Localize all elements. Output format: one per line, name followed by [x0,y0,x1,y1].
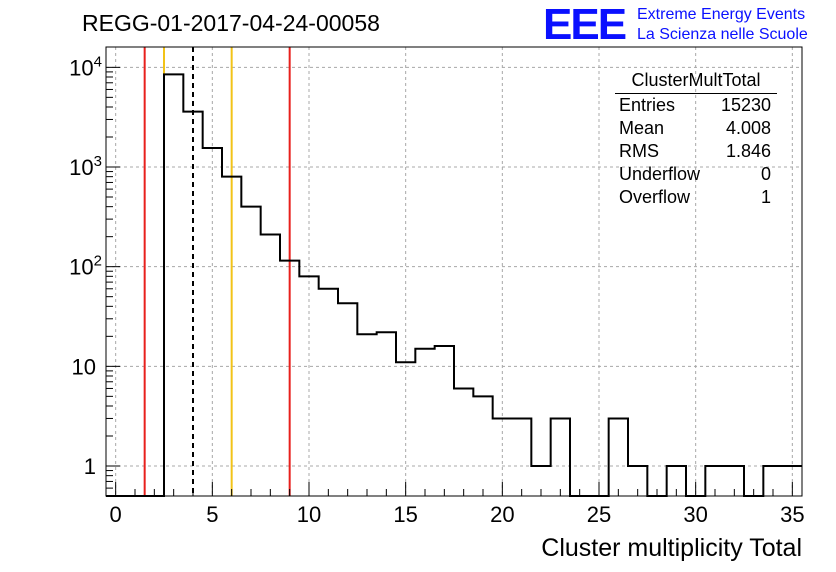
histogram-bin [299,276,318,496]
logo-line-2: La Scienza nelle Scuole [637,26,808,43]
y-tick-label: 10 [72,354,96,379]
histogram-bin [241,207,260,496]
stat-label: RMS [619,141,659,161]
x-tick-label: 0 [110,502,122,527]
x-tick-label: 25 [587,502,611,527]
stat-label: Entries [619,95,676,115]
histogram-bin [338,303,357,496]
chart-title: REGG-01-2017-04-24-00058 [82,10,380,36]
x-tick-label: 15 [393,502,417,527]
y-tick-label: 104 [69,53,102,80]
stat-value: 15230 [720,95,771,115]
x-tick-label: 35 [780,502,804,527]
histogram-bin [164,74,183,496]
logo-mark: EEE [543,0,627,49]
stat-row-rms: RMS 1.846 [609,140,777,163]
histogram-bin [280,261,299,496]
stat-label: Overflow [619,187,691,207]
x-tick-label: 30 [683,502,707,527]
histogram-bin [183,112,202,496]
histogram-bin [473,396,492,496]
x-tick-label: 10 [297,502,321,527]
stat-row-mean: Mean 4.008 [609,117,777,140]
histogram-bin [415,349,434,496]
eee-logo: EEE Extreme Energy Events La Scienza nel… [543,2,833,48]
y-tick-label: 102 [69,253,102,280]
x-tick-label: 5 [206,502,218,527]
histogram-series [106,73,802,497]
y-tick-label: 103 [69,153,102,180]
stat-value: 1.846 [725,141,771,161]
histogram-bin [609,418,628,496]
stat-value: 1 [760,187,771,207]
stat-value: 4.008 [725,118,771,138]
y-tick-label: 1 [84,454,96,479]
histogram-bin [203,148,222,496]
stats-box: ClusterMultTotal Entries 15230 Mean 4.00… [609,70,777,209]
stat-row-underflow: Underflow 0 [609,163,777,186]
stat-row-entries: Entries 15230 [609,94,777,117]
histogram-bin [396,362,415,496]
logo-line-1: Extreme Energy Events [637,6,806,23]
x-tick-label: 20 [490,502,514,527]
histogram-bin [357,334,376,496]
stat-label: Underflow [619,164,701,184]
x-axis-label: Cluster multiplicity Total [541,534,802,562]
histogram-bin [512,418,531,496]
histogram-bin [222,177,241,496]
stats-title: ClusterMultTotal [615,70,777,94]
histogram-bin [261,235,280,496]
stat-value: 0 [760,164,771,184]
histogram-bin [435,346,454,496]
histogram-bin [377,332,396,496]
histogram-bin [551,418,570,496]
stat-label: Mean [619,118,665,138]
stat-row-overflow: Overflow 1 [609,186,777,209]
histogram-bin [454,388,473,496]
histogram-bin [319,289,338,496]
